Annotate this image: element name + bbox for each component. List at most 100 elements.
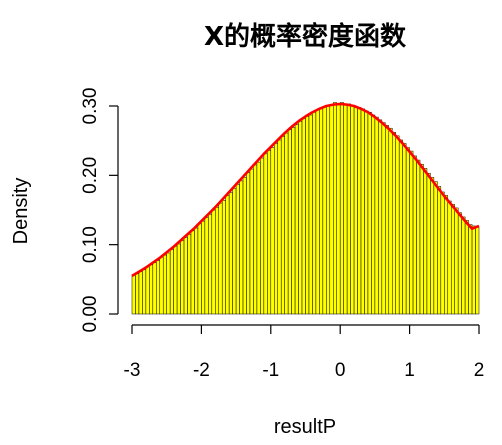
y-tick-label: 0.10 xyxy=(80,226,101,263)
histogram-bar xyxy=(450,204,455,315)
y-axis: 0.00 0.10 0.20 0.30 xyxy=(80,88,119,333)
histogram-bar xyxy=(221,200,226,315)
histogram-bar xyxy=(471,225,476,315)
histogram-bar xyxy=(339,102,344,315)
histogram-bar xyxy=(187,234,192,315)
histogram-bar xyxy=(256,161,261,315)
histogram-bar xyxy=(135,273,140,315)
histogram-bar xyxy=(225,195,230,315)
y-tick-label: 0.20 xyxy=(80,157,101,194)
histogram-bar xyxy=(454,207,459,315)
histogram-bar xyxy=(183,237,188,315)
histogram-bar xyxy=(218,202,223,315)
histogram-bar xyxy=(294,124,299,315)
histogram-bar xyxy=(353,107,358,315)
histogram-bar xyxy=(440,191,445,315)
histogram-bar xyxy=(402,143,407,315)
histogram-bar xyxy=(249,168,254,315)
histogram-bar xyxy=(412,155,417,315)
histogram-bar xyxy=(333,102,337,315)
histogram-bar xyxy=(392,132,396,315)
histogram-bar xyxy=(395,135,400,315)
histogram-bar xyxy=(277,139,282,315)
histogram-bar xyxy=(274,143,278,315)
histogram-bar xyxy=(131,274,136,315)
histogram-bar xyxy=(260,157,265,315)
histogram-bar xyxy=(176,243,181,315)
x-tick-label: 0 xyxy=(335,360,346,381)
x-tick-label: -3 xyxy=(124,360,141,381)
histogram-bar xyxy=(194,227,199,315)
histogram-bar xyxy=(208,213,213,315)
histogram-bars xyxy=(131,102,480,315)
histogram-bar xyxy=(367,111,372,315)
histogram-bar xyxy=(298,121,303,315)
histogram-bar xyxy=(301,118,306,315)
histogram-bar xyxy=(162,254,167,315)
histogram-bar xyxy=(305,116,310,315)
histogram-bar xyxy=(145,266,150,315)
histogram-bar xyxy=(211,209,216,315)
histogram-bar xyxy=(461,216,466,315)
histogram-bar xyxy=(253,164,258,315)
x-tick-label: -1 xyxy=(262,360,279,381)
histogram-bar xyxy=(343,105,348,315)
histogram-bar xyxy=(385,125,390,315)
histogram-bar xyxy=(159,256,164,315)
x-tick-label: -2 xyxy=(193,360,210,381)
histogram-bar xyxy=(169,249,174,315)
histogram-bar xyxy=(197,223,202,315)
x-tick-label: 2 xyxy=(474,360,485,381)
histogram-bar xyxy=(270,147,275,315)
histogram-bar xyxy=(329,104,334,315)
histogram-bar xyxy=(142,269,147,315)
y-axis-label: Density xyxy=(10,178,32,245)
histogram-bar xyxy=(156,260,161,315)
histogram-bar xyxy=(419,163,424,315)
histogram-bar xyxy=(152,262,157,315)
histogram-bar xyxy=(426,173,431,315)
histogram-bar xyxy=(423,168,428,315)
histogram-bar xyxy=(416,159,421,315)
histogram-bar xyxy=(180,240,185,315)
histogram-bar xyxy=(360,108,365,315)
histogram-bar xyxy=(232,188,237,315)
histogram-bar xyxy=(173,245,178,315)
histogram-bar xyxy=(287,129,292,315)
histogram-bar xyxy=(371,114,376,315)
histogram-bar xyxy=(357,107,362,315)
histogram-bar xyxy=(190,230,195,315)
histogram-bar xyxy=(364,110,369,315)
histogram-bar xyxy=(319,108,324,315)
x-axis-label: resultP xyxy=(274,416,336,438)
histogram-bar xyxy=(374,116,379,315)
histogram-bar xyxy=(444,195,449,315)
histogram-bar xyxy=(315,109,320,315)
histogram-bar xyxy=(228,192,233,315)
histogram-bar xyxy=(166,252,171,315)
histogram-bar xyxy=(457,212,462,315)
histogram-bar xyxy=(201,220,206,315)
histogram-bar xyxy=(464,220,469,315)
histogram-bar xyxy=(291,127,296,315)
density-curve xyxy=(131,102,480,277)
y-tick-label: 0.00 xyxy=(80,296,101,333)
histogram-bar xyxy=(138,271,143,315)
histogram-bar xyxy=(381,122,386,315)
histogram-bar xyxy=(326,105,331,315)
histogram-bar xyxy=(246,172,251,315)
x-axis: -3 -2 -1 0 1 2 xyxy=(124,324,485,381)
histogram-bar xyxy=(204,217,209,315)
histogram-bar xyxy=(433,181,438,315)
chart-title: X的概率密度函数 xyxy=(204,21,407,52)
histogram-bar xyxy=(405,147,410,315)
histogram-bar xyxy=(235,184,240,315)
histogram-bar xyxy=(242,177,247,315)
histogram-bar xyxy=(267,150,272,315)
histogram-bar xyxy=(149,264,154,315)
histogram-bar xyxy=(475,227,480,315)
histogram-bar xyxy=(378,119,383,315)
histogram-bar xyxy=(336,104,341,315)
histogram-bar xyxy=(409,150,414,315)
